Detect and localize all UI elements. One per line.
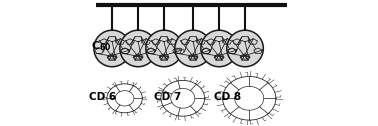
Circle shape (94, 30, 130, 67)
Text: $\mathbf{C_{60}}$: $\mathbf{C_{60}}$ (91, 39, 112, 53)
Text: CD 7: CD 7 (154, 92, 181, 102)
Text: CD 8: CD 8 (214, 92, 241, 102)
Circle shape (175, 30, 211, 67)
Circle shape (146, 30, 182, 67)
Circle shape (227, 30, 263, 67)
Circle shape (120, 30, 156, 67)
Circle shape (201, 30, 237, 67)
Text: CD 6: CD 6 (89, 92, 116, 102)
